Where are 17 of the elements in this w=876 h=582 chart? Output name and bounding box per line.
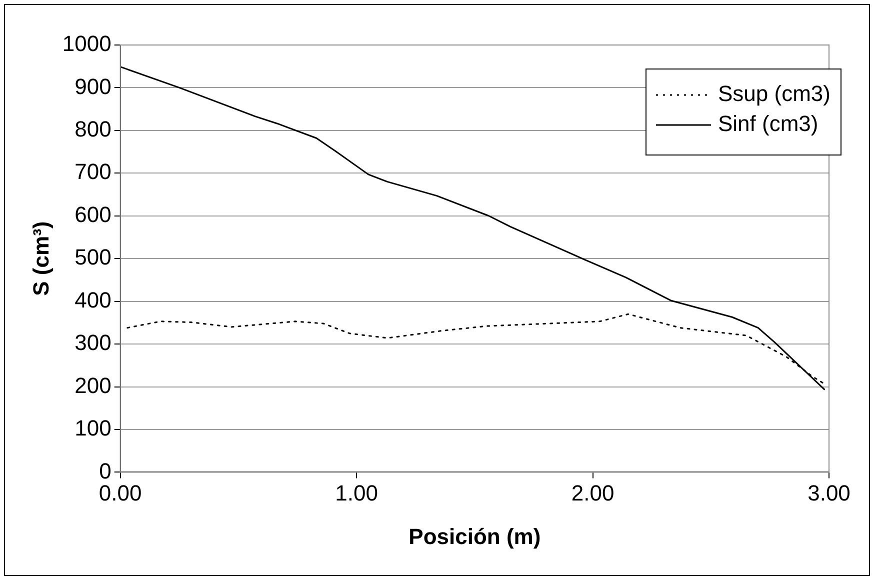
y-tick-label: 400 [74, 287, 112, 312]
x-tick-label: 1.00 [335, 480, 378, 506]
x-tick-label: 2.00 [571, 480, 614, 506]
y-tick-label: 1000 [62, 31, 112, 56]
y-tick-label: 300 [74, 330, 112, 356]
legend-label: Sinf (cm3) [718, 111, 818, 136]
y-tick-label: 100 [74, 416, 112, 441]
y-tick-label: 500 [74, 244, 112, 270]
y-tick-label: 900 [74, 74, 112, 99]
y-tick-label: 200 [74, 372, 112, 398]
legend-label: Ssup (cm3) [718, 81, 830, 106]
x-tick-label: 3.00 [808, 480, 850, 506]
y-axis-title: S (cm³) [28, 221, 54, 296]
y-tick-label: 600 [74, 202, 112, 227]
y-tick-label: 800 [74, 116, 112, 142]
y-tick-label: 700 [74, 159, 112, 184]
x-axis-title: Posición (m) [408, 524, 541, 549]
